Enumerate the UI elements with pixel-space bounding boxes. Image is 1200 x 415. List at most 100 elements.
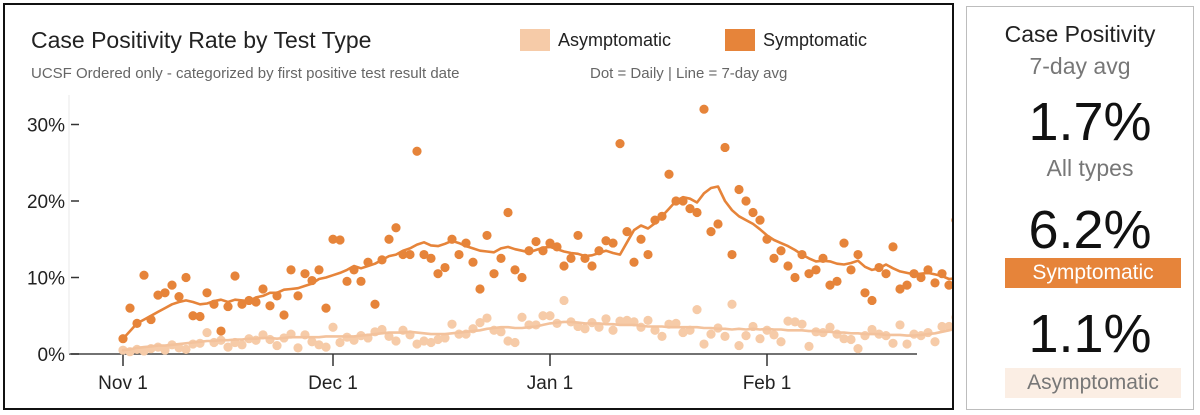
- kpi-all-label: All types: [1046, 155, 1134, 181]
- symptomatic-daily-point: [160, 288, 170, 298]
- asymptomatic-daily-point: [426, 337, 436, 348]
- symptomatic-daily-point: [608, 238, 618, 248]
- asymptomatic-daily-point: [706, 329, 716, 339]
- symptomatic-daily-point: [531, 236, 541, 247]
- symptomatic-daily-point: [601, 236, 611, 246]
- symptomatic-daily-point: [370, 299, 380, 309]
- symptomatic-daily-point: [503, 207, 513, 218]
- asymptomatic-daily-point: [846, 334, 856, 345]
- asymptomatic-daily-point: [601, 314, 611, 324]
- symptomatic-daily-point: [881, 269, 891, 279]
- kpi-all-value: 1.7%: [1028, 92, 1152, 152]
- symptomatic-daily-point: [727, 249, 737, 260]
- asymptomatic-daily-point: [895, 320, 905, 330]
- symptomatic-daily-point: [279, 310, 289, 320]
- asymptomatic-daily-point: [867, 324, 877, 335]
- asymptomatic-daily-point: [496, 327, 506, 337]
- symptomatic-daily-point: [195, 311, 205, 322]
- chart-panel: Case Positivity Rate by Test Type UCSF O…: [3, 3, 954, 410]
- symptomatic-daily-point: [825, 280, 835, 290]
- symptomatic-daily-point: [706, 227, 716, 237]
- asymptomatic-daily-point: [328, 322, 338, 332]
- y-tick-label: 20%: [27, 192, 65, 213]
- legend-label-asymptomatic: Asymptomatic: [558, 29, 672, 50]
- asymptomatic-daily-point: [517, 312, 527, 322]
- symptomatic-daily-point: [188, 311, 198, 321]
- symptomatic-daily-point: [454, 249, 464, 260]
- asymptomatic-daily-point: [412, 339, 422, 349]
- symptomatic-daily-point: [902, 280, 912, 290]
- asymptomatic-daily-point: [692, 305, 702, 315]
- symptomatic-daily-point: [685, 204, 695, 214]
- asymptomatic-daily-point: [951, 315, 952, 320]
- symptomatic-daily-point: [321, 303, 331, 313]
- symptomatic-daily-point: [545, 238, 555, 248]
- asymptomatic-daily-point: [181, 344, 191, 355]
- symptomatic-daily-point: [867, 295, 877, 306]
- symptomatic-daily-point: [482, 230, 492, 241]
- asymptomatic-daily-point: [307, 337, 317, 347]
- symptomatic-daily-point: [776, 246, 786, 256]
- symptomatic-daily-point: [181, 272, 191, 283]
- asymptomatic-avg-line: [121, 320, 952, 352]
- asymptomatic-daily-point: [671, 318, 681, 328]
- symptomatic-daily-point: [699, 104, 709, 114]
- x-tick-label: Dec 1: [308, 373, 358, 394]
- symptomatic-daily-point: [139, 270, 149, 280]
- asymptomatic-daily-point: [825, 322, 835, 332]
- symptomatic-daily-point: [174, 292, 184, 302]
- symptomatic-daily-point: [384, 234, 394, 244]
- asymptomatic-daily-point: [741, 331, 751, 341]
- kpi-panel: Case Positivity 7-day avg 1.7% All types…: [966, 6, 1194, 410]
- symptomatic-daily-point: [286, 265, 296, 275]
- symptomatic-daily-point: [930, 278, 940, 288]
- chart-subtitle-right: Dot = Daily | Line = 7-day avg: [590, 65, 788, 82]
- asymptomatic-daily-point: [482, 313, 492, 323]
- symptomatic-avg-line: [121, 185, 952, 341]
- asymptomatic-daily-point: [734, 340, 744, 351]
- legend-label-symptomatic: Symptomatic: [763, 29, 868, 50]
- asymptomatic-daily-point: [272, 340, 282, 351]
- asymptomatic-daily-point: [293, 343, 303, 353]
- y-tick-label: 10%: [27, 269, 65, 290]
- symptomatic-daily-point: [629, 257, 639, 267]
- asymptomatic-daily-point: [510, 337, 520, 348]
- symptomatic-daily-point: [755, 215, 765, 225]
- symptomatic-daily-point: [811, 265, 821, 275]
- asymptomatic-daily-point: [440, 333, 450, 343]
- x-tick-label: Jan 1: [527, 373, 573, 394]
- legend-swatch-asymptomatic: [520, 29, 550, 51]
- symptomatic-daily-point: [860, 288, 870, 298]
- symptomatic-daily-point: [804, 269, 814, 279]
- legend-asymptomatic: Asymptomatic: [520, 29, 671, 51]
- symptomatic-daily-point: [167, 280, 177, 290]
- symptomatic-daily-point: [237, 299, 247, 309]
- symptomatic-daily-point: [748, 207, 758, 218]
- symptomatic-daily-point: [615, 139, 625, 149]
- asymptomatic-daily-point: [160, 345, 170, 355]
- symptomatic-daily-point: [426, 253, 436, 263]
- kpi-asymptomatic-value: 1.1%: [1028, 304, 1152, 364]
- asymptomatic-daily-point: [608, 325, 618, 335]
- symptomatic-daily-point: [405, 249, 415, 260]
- symptomatic-daily-point: [265, 301, 275, 311]
- kpi-symptomatic-label: Symptomatic: [1005, 258, 1181, 288]
- x-tick-label: Feb 1: [743, 373, 792, 394]
- x-tick-label: Nov 1: [98, 373, 148, 394]
- asymptomatic-daily-point: [937, 321, 947, 332]
- symptomatic-daily-point: [587, 261, 597, 271]
- asymptomatic-daily-point: [727, 299, 737, 309]
- symptomatic-daily-point: [125, 303, 135, 313]
- symptomatic-daily-point: [216, 326, 226, 336]
- asymptomatic-daily-point: [839, 334, 849, 344]
- symptomatic-daily-point: [888, 242, 898, 252]
- asymptomatic-daily-point: [783, 316, 793, 326]
- asymptomatic-daily-point: [335, 337, 345, 348]
- symptomatic-daily-point: [440, 262, 450, 273]
- symptomatic-daily-point: [692, 207, 702, 218]
- symptomatic-daily-point: [202, 288, 212, 298]
- asymptomatic-daily-point: [237, 340, 247, 350]
- legend-swatch-symptomatic: [725, 29, 755, 51]
- asymptomatic-daily-point: [678, 327, 688, 338]
- symptomatic-daily-point: [433, 269, 443, 279]
